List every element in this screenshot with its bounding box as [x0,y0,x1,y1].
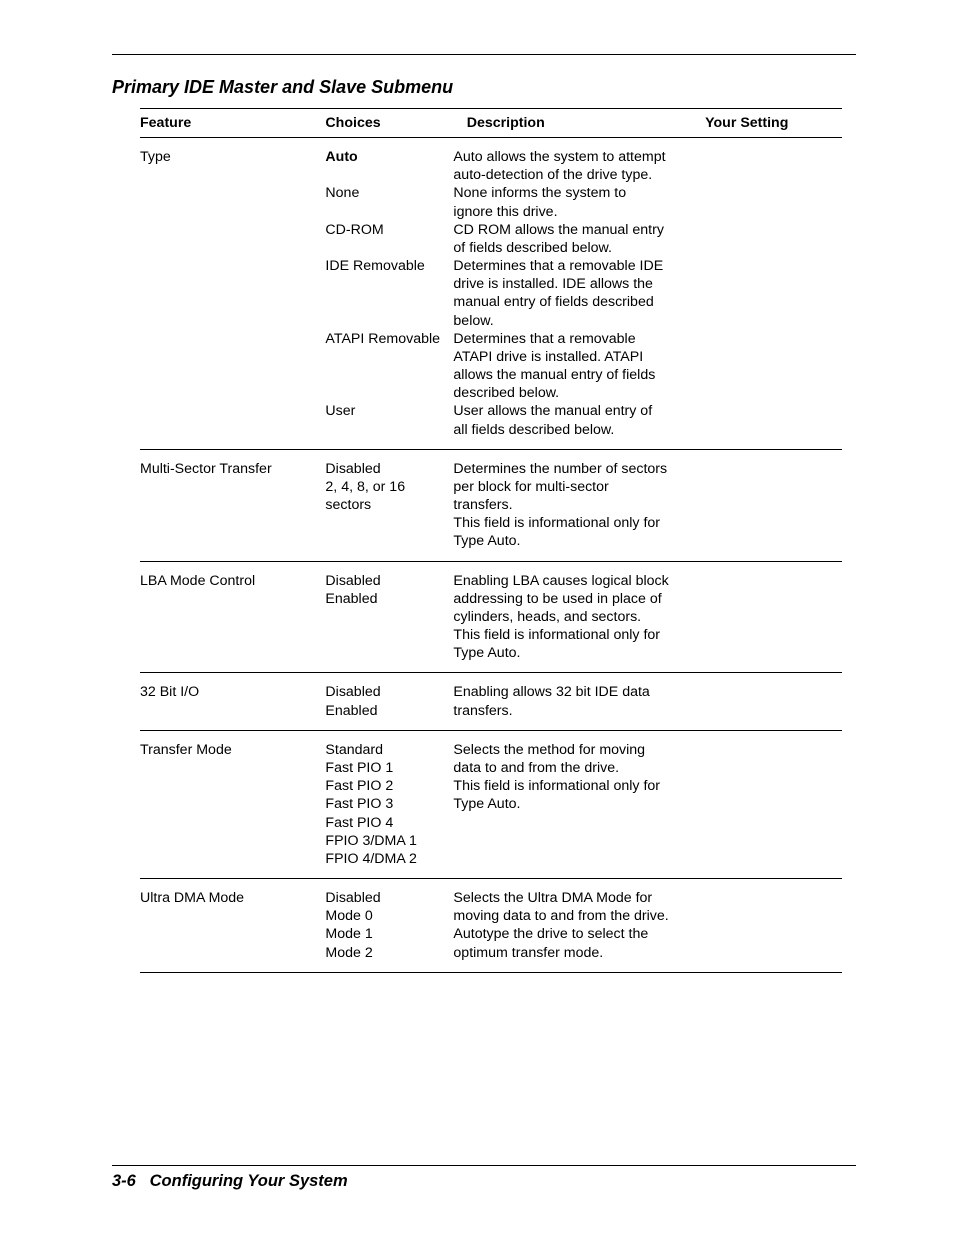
cell-choices-desc: Disabled Mode 0 Mode 1 Mode 2Selects the… [325,879,705,973]
choice-label: CD-ROM [325,221,453,257]
cell-your-setting [705,138,842,450]
page: Primary IDE Master and Slave Submenu Fea… [0,0,954,1235]
choice-description: None informs the system to ignore this d… [453,184,669,220]
cell-your-setting [705,449,842,561]
cell-your-setting [705,561,842,673]
choice-label: Auto [325,148,453,184]
choice-row: Standard Fast PIO 1 Fast PIO 2 Fast PIO … [325,741,705,868]
choice-row: CD-ROMCD ROM allows the manual entry of … [325,221,705,257]
table-body: TypeAutoAuto allows the system to attemp… [140,138,842,973]
choice-label: User [325,402,453,438]
cell-feature: Multi-Sector Transfer [140,449,325,561]
cell-feature: Ultra DMA Mode [140,879,325,973]
choice-row: Disabled EnabledEnabling LBA causes logi… [325,572,705,663]
choice-label: Disabled Enabled [325,572,453,663]
bios-table: Feature Choices Description Your Setting… [140,108,842,973]
footer-label: Configuring Your System [150,1172,348,1190]
cell-choices-desc: Disabled 2, 4, 8, or 16 sectorsDetermine… [325,449,705,561]
choice-description: Selects the method for moving data to an… [453,741,669,868]
cell-your-setting [705,730,842,878]
choice-description: Determines that a removable IDE drive is… [453,257,669,330]
col-header-choices: Choices [325,109,466,138]
choice-description: Auto allows the system to attempt auto-d… [453,148,669,184]
cell-your-setting [705,879,842,973]
col-header-description: Description [467,109,705,138]
cell-feature: 32 Bit I/O [140,673,325,730]
cell-your-setting [705,673,842,730]
col-header-feature: Feature [140,109,325,138]
cell-feature: Type [140,138,325,450]
choice-description: User allows the manual entry of all fiel… [453,402,669,438]
choice-row: IDE RemovableDetermines that a removable… [325,257,705,330]
choice-row: UserUser allows the manual entry of all … [325,402,705,438]
table-row: Transfer ModeStandard Fast PIO 1 Fast PI… [140,730,842,878]
page-footer: 3-6 Configuring Your System [112,1165,856,1191]
choice-description: Determines that a removable ATAPI drive … [453,330,669,403]
cell-choices-desc: AutoAuto allows the system to attempt au… [325,138,705,450]
table-header-row: Feature Choices Description Your Setting [140,109,842,138]
choice-row: Disabled Mode 0 Mode 1 Mode 2Selects the… [325,889,705,962]
choice-label: IDE Removable [325,257,453,330]
choice-row: Disabled 2, 4, 8, or 16 sectorsDetermine… [325,460,705,551]
choice-description: Selects the Ultra DMA Mode for moving da… [453,889,669,962]
choice-row: ATAPI RemovableDetermines that a removab… [325,330,705,403]
cell-choices-desc: Standard Fast PIO 1 Fast PIO 2 Fast PIO … [325,730,705,878]
col-header-setting: Your Setting [705,109,842,138]
table-row: 32 Bit I/ODisabled EnabledEnabling allow… [140,673,842,730]
cell-choices-desc: Disabled EnabledEnabling allows 32 bit I… [325,673,705,730]
choice-description: CD ROM allows the manual entry of fields… [453,221,669,257]
choice-label: Standard Fast PIO 1 Fast PIO 2 Fast PIO … [325,741,453,868]
choice-label: None [325,184,453,220]
cell-feature: LBA Mode Control [140,561,325,673]
top-rule [112,54,856,55]
choice-label: Disabled Enabled [325,683,453,719]
table-row: Multi-Sector TransferDisabled 2, 4, 8, o… [140,449,842,561]
footer-page-number: 3-6 [112,1172,136,1190]
choice-row: Disabled EnabledEnabling allows 32 bit I… [325,683,705,719]
table-row: Ultra DMA ModeDisabled Mode 0 Mode 1 Mod… [140,879,842,973]
cell-choices-desc: Disabled EnabledEnabling LBA causes logi… [325,561,705,673]
choice-description: Enabling LBA causes logical block addres… [453,572,669,663]
table-row: TypeAutoAuto allows the system to attemp… [140,138,842,450]
choice-row: NoneNone informs the system to ignore th… [325,184,705,220]
choice-row: AutoAuto allows the system to attempt au… [325,148,705,184]
choice-description: Determines the number of sectors per blo… [453,460,669,551]
choice-label: ATAPI Removable [325,330,453,403]
section-title: Primary IDE Master and Slave Submenu [112,77,856,98]
choice-label: Disabled 2, 4, 8, or 16 sectors [325,460,453,551]
cell-feature: Transfer Mode [140,730,325,878]
table-row: LBA Mode ControlDisabled EnabledEnabling… [140,561,842,673]
choice-label: Disabled Mode 0 Mode 1 Mode 2 [325,889,453,962]
footer-text: 3-6 Configuring Your System [112,1172,348,1190]
choice-description: Enabling allows 32 bit IDE data transfer… [453,683,669,719]
